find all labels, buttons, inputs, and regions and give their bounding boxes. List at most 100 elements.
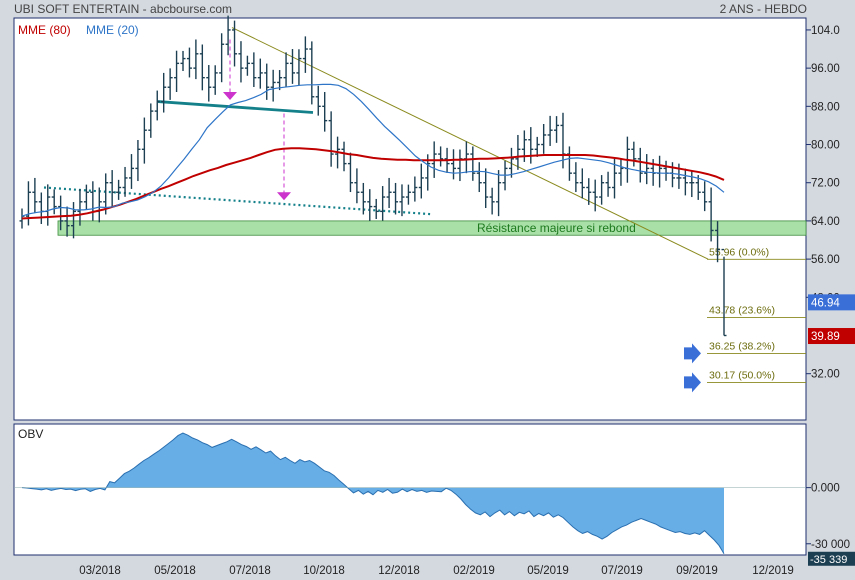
price-bar — [180, 50, 186, 71]
resistance-zone — [57, 220, 807, 236]
price-bar — [225, 15, 231, 56]
price-bar — [695, 175, 701, 200]
price-bar — [109, 170, 115, 207]
fibonacci-label: 55.96 (0.0%) — [709, 246, 769, 258]
price-bar — [77, 189, 83, 226]
price-bar — [167, 68, 173, 100]
price-bar — [399, 184, 405, 217]
xtick-label: 07/2019 — [601, 565, 643, 577]
price-bar — [592, 179, 598, 212]
x-axis: 03/2018 05/2018 07/2018 10/2018 12/2018 02/20… — [79, 565, 794, 577]
price-bar — [116, 179, 122, 200]
price-bar — [682, 168, 688, 196]
chart-title: UBI SOFT ENTERTAIN - abcbourse.com — [14, 2, 233, 16]
price-bar — [51, 189, 57, 215]
fibonacci-label: 30.17 (50.0%) — [709, 369, 775, 381]
price-bar — [83, 184, 89, 210]
fibonacci-label: 36.25 (38.2%) — [709, 340, 775, 352]
xtick-label: 02/2019 — [453, 565, 495, 577]
price-bar — [605, 171, 611, 197]
price-bar — [708, 187, 714, 242]
price-ytick-label: 80.00 — [811, 140, 840, 152]
price-tag-label: 39.89 — [811, 331, 840, 343]
price-bar — [618, 159, 624, 186]
price-bar — [508, 147, 514, 178]
price-ytick-label: 56.00 — [811, 254, 840, 266]
xtick-label: 05/2018 — [154, 565, 196, 577]
price-tag — [808, 328, 855, 345]
price-bar — [721, 248, 727, 337]
xtick-label: 10/2018 — [303, 565, 345, 577]
price-bar — [637, 147, 643, 183]
price-bar — [547, 115, 553, 146]
price-bar — [148, 103, 154, 138]
obv-value-label: -35 339 — [810, 554, 847, 566]
legend-ema80: MME (80) — [18, 23, 71, 37]
resistance-annotation: Résistance majeure si rebond — [477, 221, 636, 235]
price-ytick-label: 32.00 — [811, 369, 840, 381]
price-ytick-label: 88.00 — [811, 101, 840, 113]
price-bar — [380, 186, 386, 221]
price-bar — [405, 184, 411, 205]
price-bar — [328, 111, 334, 167]
price-bar — [186, 47, 192, 78]
price-bar — [257, 58, 263, 89]
price-bar — [541, 123, 547, 154]
fibonacci-label: 43.78 (23.6%) — [709, 304, 775, 316]
price-bar — [64, 206, 70, 237]
chart-period: 2 ANS - HEBDO — [719, 2, 807, 16]
obv-panel: OBV 0.000 -30 000 -35 339 — [13, 423, 855, 566]
price-bar — [296, 49, 302, 86]
price-bar — [193, 39, 199, 80]
price-bar — [244, 55, 250, 76]
price-bar — [315, 85, 321, 116]
price-bar — [715, 221, 721, 263]
fibonacci-arrow-icon — [684, 343, 701, 364]
price-bar — [174, 50, 180, 93]
price-ytick-label: 96.00 — [811, 63, 840, 75]
price-bar — [219, 33, 225, 83]
price-bar — [631, 141, 637, 167]
price-bar — [470, 146, 476, 181]
price-bar — [199, 44, 205, 91]
price-bar — [128, 154, 134, 189]
price-bar — [161, 72, 167, 113]
price-bar — [347, 152, 353, 193]
price-bar — [515, 134, 521, 170]
price-tag — [808, 294, 855, 311]
xtick-label: 03/2018 — [79, 565, 121, 577]
projection-arrow-icon — [277, 192, 291, 201]
legend-ema20: MME (20) — [86, 23, 139, 37]
price-bar — [212, 65, 218, 95]
price-bar — [354, 168, 360, 204]
price-bar — [412, 176, 418, 202]
price-bar — [496, 170, 502, 217]
price-bar — [483, 168, 489, 209]
price-bar — [599, 175, 605, 205]
price-bar — [283, 52, 289, 87]
price-bar — [451, 149, 457, 180]
price-bar — [360, 182, 366, 215]
projection-arrow-icon — [223, 92, 237, 101]
xtick-label: 07/2018 — [229, 565, 271, 577]
price-bar — [232, 20, 238, 67]
xtick-label: 12/2019 — [752, 565, 794, 577]
obv-line — [21, 432, 725, 555]
price-bar — [579, 168, 585, 199]
price-bar — [302, 36, 308, 73]
price-bar — [476, 162, 482, 193]
price-bar — [573, 162, 579, 193]
obv-title: OBV — [18, 427, 43, 441]
obv-value-tag — [808, 551, 855, 566]
price-bar — [586, 178, 592, 205]
price-bar — [367, 189, 373, 221]
price-bar — [689, 170, 695, 198]
price-bar — [438, 146, 444, 167]
ema80-line — [21, 147, 725, 220]
price-bar — [141, 117, 147, 164]
price-bar — [206, 65, 212, 102]
price-bar — [702, 181, 708, 212]
price-bar — [554, 116, 560, 143]
fibonacci-arrow-icon — [684, 372, 701, 393]
ema20-line — [21, 83, 725, 217]
